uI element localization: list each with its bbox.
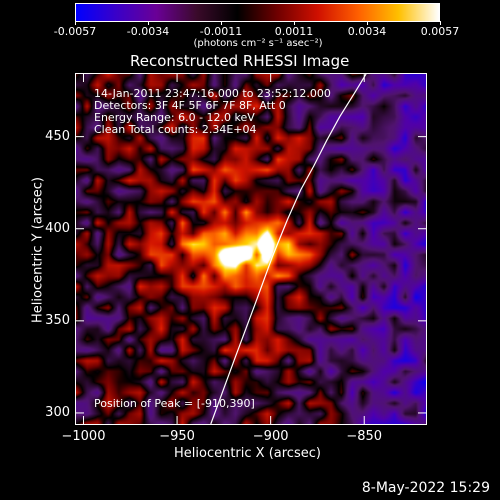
y-tick-label: 400 [45,220,70,236]
colorbar-gradient [76,4,439,21]
colorbar-tick-label: 0.0011 [274,25,314,38]
colorbar-tick-label: -0.0057 [53,25,97,38]
footer-date: 8-May-2022 15:29 [361,480,490,496]
colorbar-tick-mark [148,21,149,25]
info-line-1: 14-Jan-2011 23:47:16.000 to 23:52:12.000 [94,87,331,100]
y-tick-label: 350 [45,312,70,328]
info-line-3: Energy Range: 6.0 - 12.0 keV [94,111,255,124]
x-tick-label: −950 [159,429,195,444]
solar-limb-curve [210,74,367,424]
y-tick-label: 300 [45,404,70,420]
y-axis-label: Heliocentric Y (arcsec) [30,177,46,323]
colorbar-tick-mark [440,21,441,25]
plot-overlay [76,74,426,424]
colorbar-tick-label: 0.0034 [347,25,387,38]
colorbar-tick-mark [75,21,76,25]
colorbar-tick-mark [221,21,222,25]
colorbar-tick-label: -0.0011 [199,25,243,38]
heatmap-image [76,74,426,424]
colorbar-tick-mark [294,21,295,25]
y-tick-label: 450 [45,128,70,144]
colorbar-tick-label: -0.0034 [126,25,170,38]
x-tick-label: −900 [252,429,289,444]
peak-position-text: Position of Peak = [-910,390] [94,397,255,410]
colorbar [75,3,440,22]
x-tick-label: −850 [346,429,383,444]
colorbar-unit-label: (photons cm⁻² s⁻¹ asec⁻²) [193,38,323,49]
colorbar-tick-mark [367,21,368,25]
info-line-4: Clean Total counts: 2.34E+04 [94,123,257,136]
colorbar-tick-label: 0.0057 [420,25,460,38]
plot-area: 14-Jan-2011 23:47:16.000 to 23:52:12.000… [75,73,427,425]
x-tick-label: −1000 [61,429,106,444]
x-axis-label: Heliocentric X (arcsec) [174,446,321,461]
chart-title: Reconstructed RHESSI Image [130,52,350,70]
info-line-2: Detectors: 3F 4F 5F 6F 7F 8F, Att 0 [94,99,286,112]
